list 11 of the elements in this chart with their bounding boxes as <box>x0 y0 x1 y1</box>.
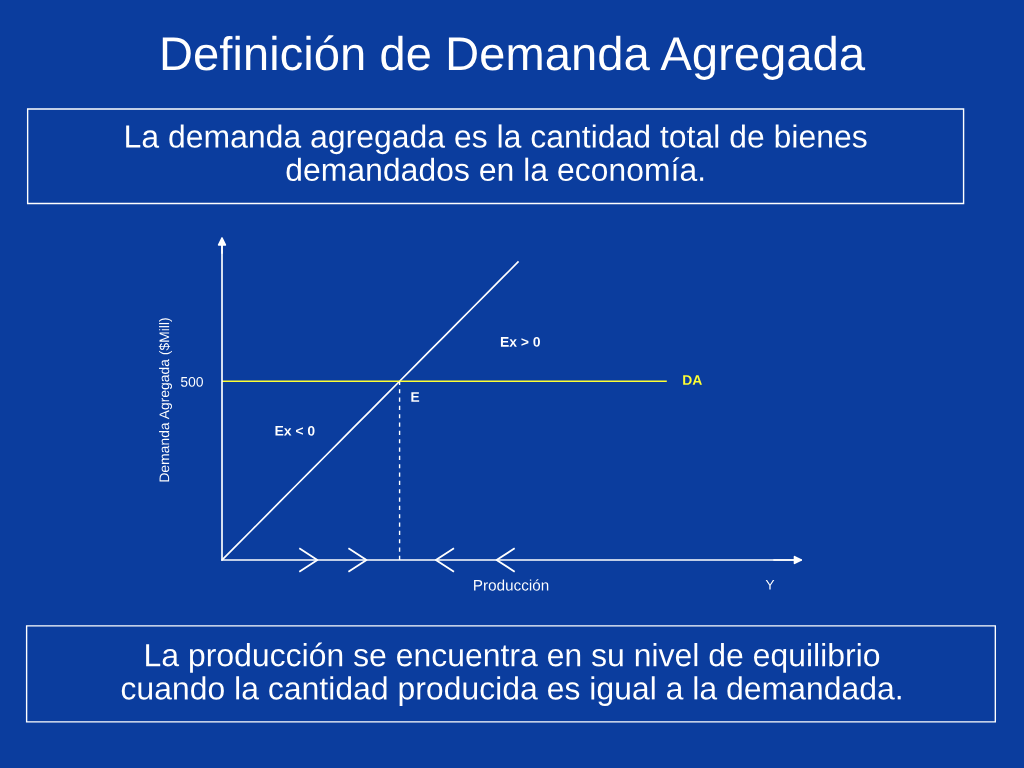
series-label: DA <box>683 375 702 385</box>
annotation: E <box>411 392 420 402</box>
x-axis-title: Producción <box>474 579 549 591</box>
text: La producción se encuentra en su nivel de equilibrio cuando la cantidad producida es igual a la demandada. <box>121 642 901 707</box>
y-axis-title: Demanda Agregada ($Mill) <box>158 318 172 482</box>
text: Y <box>765 579 775 590</box>
annotation: Ex > 0 <box>500 336 540 347</box>
annotation: Ex < 0 <box>275 425 315 436</box>
chart-subtitle: La demanda agregada es la cantidad total de bienes demandados en la economía. <box>126 124 867 182</box>
chart-title: Definición de Demanda Agregada <box>162 35 866 80</box>
text: 500 <box>180 376 203 387</box>
